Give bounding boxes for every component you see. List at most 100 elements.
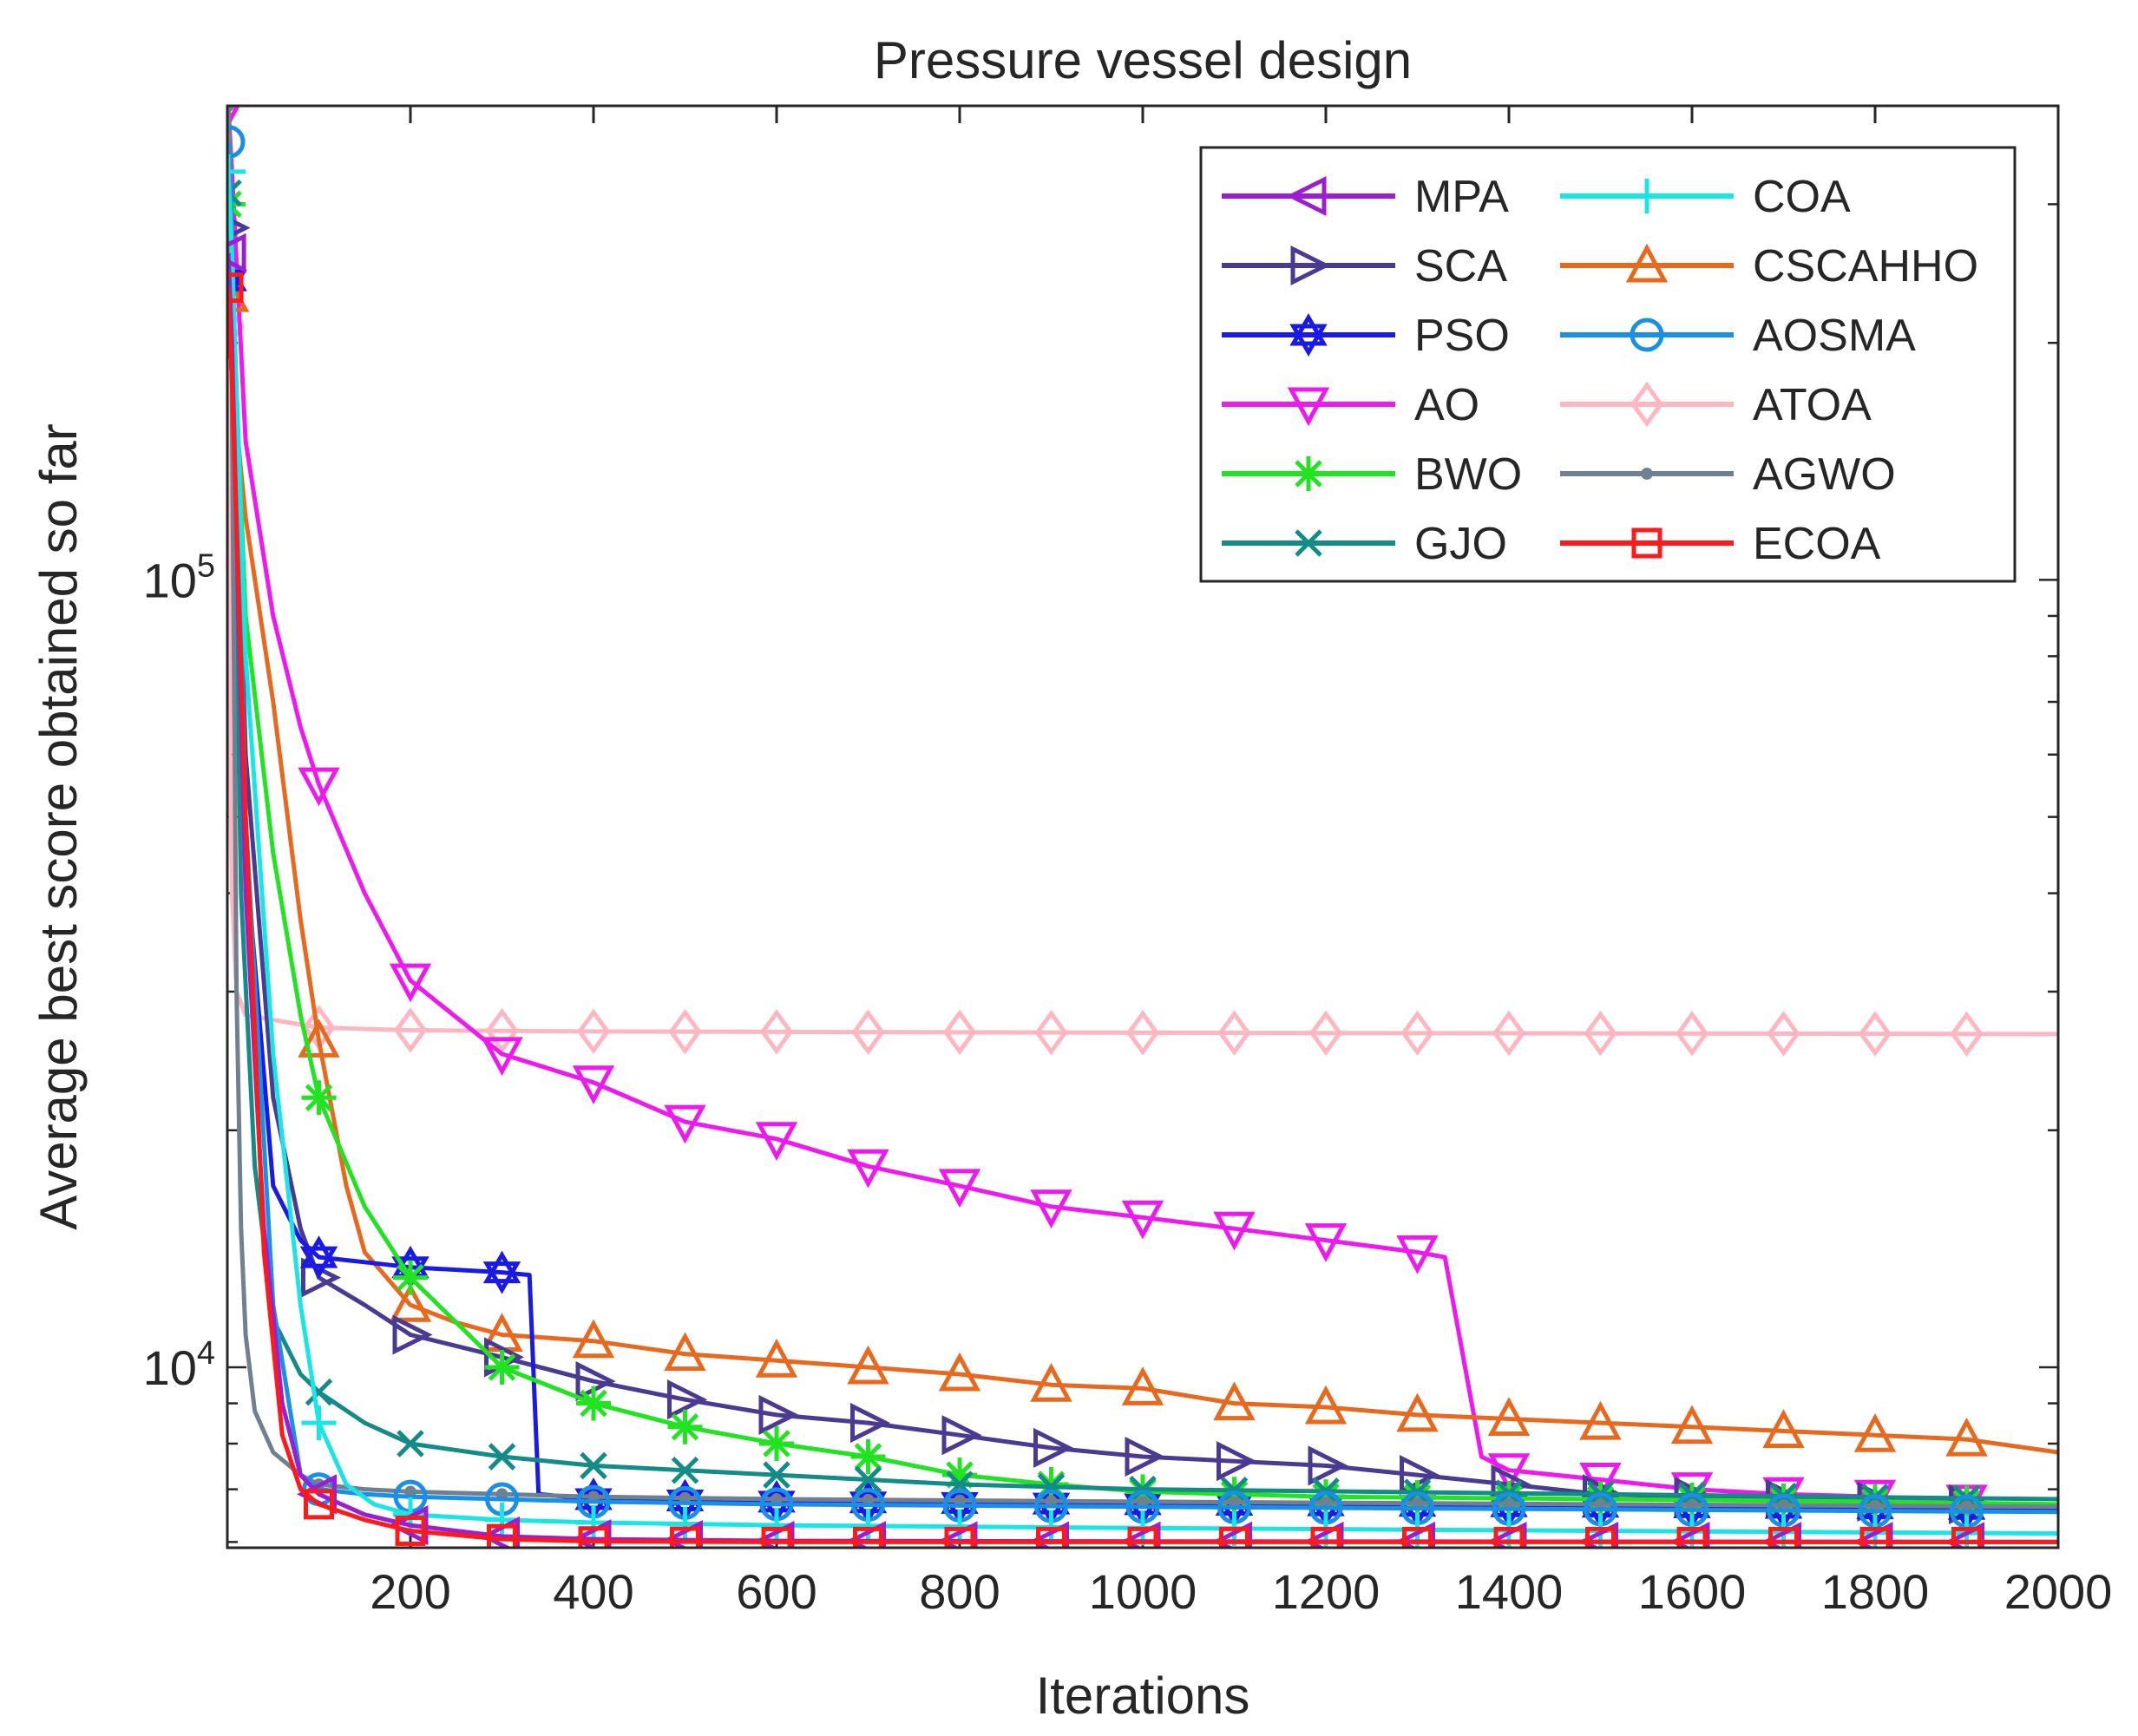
series-marker-ecoa	[1493, 1526, 1525, 1548]
series-marker-bwo	[397, 1263, 424, 1292]
series-marker-ecoa	[1676, 1526, 1708, 1548]
legend-label-ecoa: ECOA	[1753, 519, 1881, 569]
series-marker-ao	[664, 1104, 706, 1144]
series-marker-ecoa	[670, 1526, 700, 1548]
series-marker-atoa	[668, 1008, 702, 1055]
series-marker-ecoa	[1951, 1526, 1982, 1548]
series-marker-cscahho	[572, 1319, 615, 1359]
series-marker-ao	[847, 1149, 889, 1189]
y-tick-label: 104	[143, 1335, 215, 1395]
series-marker-ao	[1213, 1211, 1256, 1251]
series-marker-gjo	[305, 1378, 333, 1406]
series-marker-pso	[299, 1246, 338, 1280]
series-line-ao	[227, 106, 2058, 1512]
series-marker-gjo	[854, 1465, 882, 1494]
legend-label-ao: AO	[1414, 380, 1479, 430]
series-marker-cscahho	[1945, 1417, 1988, 1457]
legend-item-cscahho: CSCAHHO	[1560, 241, 1978, 292]
series-marker-sca	[1125, 1436, 1165, 1477]
series-marker-gjo	[1220, 1476, 1249, 1504]
legend-marker-sca	[1290, 245, 1331, 286]
legend-item-gjo: GJO	[1222, 519, 1507, 569]
y-tick-exponent: 5	[197, 547, 215, 584]
series-marker-gjo	[671, 1456, 699, 1484]
legend-label-gjo: GJO	[1414, 519, 1507, 569]
series-ecoa	[227, 272, 2058, 1548]
series-line-bwo	[227, 204, 2058, 1507]
series-marker-atoa	[942, 1009, 977, 1056]
series-marker-ao	[1396, 1235, 1439, 1274]
x-tick-label: 1200	[1272, 1564, 1381, 1619]
legend-item-agwo: AGWO	[1560, 449, 1896, 500]
legend-item-coa: COA	[1560, 172, 1851, 222]
series-marker-ao	[755, 1122, 798, 1162]
series-marker-cscahho	[1670, 1405, 1714, 1444]
series-marker-ecoa	[395, 1515, 426, 1546]
series-marker-bwo	[854, 1443, 882, 1471]
series-marker-sca	[1217, 1441, 1257, 1482]
legend-marker-ao	[1287, 387, 1330, 427]
series-marker-atoa	[1217, 1010, 1251, 1056]
x-tick-label: 2000	[2004, 1564, 2113, 1619]
legend-label-bwo: BWO	[1414, 449, 1522, 500]
series-line-cscahho	[227, 294, 2058, 1455]
legend-marker-mpa	[1286, 175, 1327, 217]
series-cscahho	[227, 272, 2058, 1457]
series-marker-gjo	[1129, 1475, 1157, 1503]
legend-label-pso: PSO	[1414, 311, 1510, 361]
series-marker-cscahho	[1579, 1400, 1622, 1440]
series-line-coa	[227, 171, 2058, 1536]
legend-label-aosma: AOSMA	[1753, 311, 1916, 361]
series-marker-ao	[389, 963, 432, 1003]
legend-label-atoa: ATOA	[1753, 380, 1872, 430]
legend-marker-bwo	[1295, 460, 1322, 488]
series-marker-atoa	[1400, 1010, 1434, 1057]
series-marker-bwo	[580, 1389, 607, 1418]
legend-item-bwo: BWO	[1222, 449, 1522, 500]
series-marker-atoa	[1950, 1011, 1984, 1057]
y-axis-label: Average best score obtained so far	[30, 423, 88, 1229]
series-marker-pso	[299, 1235, 338, 1268]
series-marker-cscahho	[1213, 1381, 1256, 1421]
series-marker-ecoa	[1310, 1526, 1341, 1548]
series-marker-cscahho	[664, 1332, 706, 1372]
series-marker-ao	[1121, 1200, 1164, 1240]
series-marker-atoa	[1675, 1011, 1709, 1057]
series-marker-cscahho	[1304, 1385, 1348, 1425]
y-tick-label: 105	[143, 547, 215, 607]
series-line-atoa	[227, 325, 2058, 1037]
series-marker-ecoa	[1402, 1526, 1433, 1548]
series-marker-gjo	[763, 1461, 790, 1489]
x-tick-label: 200	[370, 1564, 450, 1619]
legend-box	[1199, 146, 2017, 583]
x-tick-label: 1000	[1089, 1564, 1197, 1619]
series-marker-ecoa	[487, 1523, 517, 1548]
series-marker-atoa	[485, 1007, 519, 1054]
legend-marker-pso	[1289, 313, 1328, 346]
series-marker-ecoa	[304, 1489, 334, 1520]
series-marker-ecoa	[1127, 1526, 1158, 1548]
series-marker-atoa	[1034, 1009, 1068, 1056]
legend-item-mpa: MPA	[1222, 172, 1509, 222]
series-marker-atoa	[851, 1009, 885, 1055]
legend-marker-pso	[1289, 324, 1328, 357]
legend-marker-agwo	[1641, 468, 1653, 480]
series-marker-atoa	[1584, 1010, 1617, 1057]
legend-marker-atoa	[1630, 381, 1664, 428]
series-marker-gjo	[488, 1443, 516, 1471]
series-marker-ecoa	[944, 1526, 975, 1548]
x-tick-label: 1800	[1821, 1564, 1930, 1619]
series-marker-bwo	[671, 1412, 699, 1441]
series-marker-cscahho	[755, 1338, 798, 1378]
y-tick-base: 10	[143, 553, 197, 607]
plot-frame	[226, 104, 2060, 1549]
series-marker-atoa	[1858, 1011, 1892, 1057]
series-marker-cscahho	[389, 1282, 432, 1322]
series-marker-atoa	[1767, 1011, 1800, 1057]
series-marker-atoa	[1125, 1010, 1160, 1056]
series-marker-ecoa	[1768, 1526, 1799, 1548]
series-marker-sca	[941, 1415, 982, 1456]
series-marker-ecoa	[1036, 1526, 1066, 1548]
series-marker-ecoa	[1219, 1526, 1249, 1548]
series-marker-cscahho	[1396, 1392, 1439, 1432]
